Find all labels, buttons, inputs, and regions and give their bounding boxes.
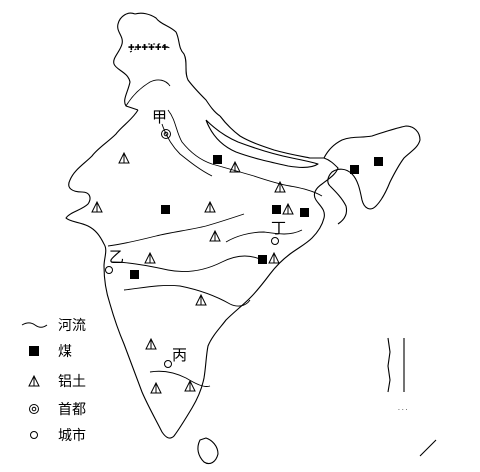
bauxite-marker [282, 202, 294, 215]
coal-marker [350, 165, 359, 174]
bauxite-marker [144, 251, 156, 264]
india-mainland-outline [65, 109, 339, 439]
nicobar-islands: · · · [398, 407, 408, 414]
bauxite-marker [150, 381, 162, 394]
coal-marker [130, 270, 139, 279]
himalaya-border [219, 115, 324, 159]
sri-lanka-outline [197, 437, 219, 465]
legend-capital-label: 首都 [58, 402, 86, 418]
bangladesh-edge [329, 185, 348, 225]
frame-line-bottom [419, 439, 437, 457]
bauxite-marker [229, 160, 241, 173]
river-krishna [123, 285, 251, 307]
legend-city-icon [30, 431, 38, 439]
bauxite-marker [274, 180, 286, 193]
coal-symbols [130, 155, 383, 279]
river-ganges [167, 109, 323, 197]
coal-marker [258, 255, 267, 264]
river-godavari [111, 255, 267, 273]
bauxite-marker [195, 293, 207, 306]
bauxite-marker [209, 229, 221, 242]
coal-marker [213, 155, 222, 164]
place-label-jia: 甲 [152, 108, 167, 126]
legend-bauxite-icon [28, 374, 40, 387]
river-kaveri [149, 370, 211, 387]
northeast-outline [323, 125, 421, 210]
city-marker [271, 237, 279, 245]
city-marker [105, 266, 113, 274]
legend-coal-icon [29, 346, 39, 356]
legend-coal-label: 煤 [58, 344, 72, 360]
legend-capital-icon [29, 404, 39, 414]
kashmir-east-outline [134, 12, 221, 117]
coal-marker [300, 208, 309, 217]
capital-marker [161, 129, 171, 139]
place-label-yi: 乙 [109, 248, 124, 266]
place-label-ding: 丁 [271, 219, 286, 237]
bauxite-symbols [91, 151, 294, 394]
legend-river-icon [21, 322, 48, 328]
coal-marker [161, 205, 170, 214]
coal-marker [374, 157, 383, 166]
river-yamuna [161, 123, 213, 177]
bauxite-marker [118, 151, 130, 164]
city-marker [164, 360, 172, 368]
northern-frontier-outline [113, 12, 139, 111]
legend-river-label: 河流 [58, 318, 86, 334]
river-narmada [107, 213, 245, 247]
place-label-bing: 丙 [172, 346, 187, 364]
coal-marker [272, 205, 281, 214]
andaman-islands [387, 337, 391, 393]
disputed-boundary-marks: ✚✚✚✚✚✚ [128, 43, 169, 52]
bauxite-marker [145, 337, 157, 350]
bauxite-marker [184, 379, 196, 392]
legend-city-label: 城市 [58, 427, 86, 444]
bauxite-marker [268, 251, 280, 264]
legend: 河流 煤 铝土 首都 城市 [21, 318, 86, 444]
bauxite-marker [91, 200, 103, 213]
river-indus-tributary [125, 79, 171, 107]
bauxite-marker [204, 200, 216, 213]
nepal-outline [205, 119, 319, 168]
river-mahanadi [225, 229, 303, 243]
legend-bauxite-label: 铝土 [58, 374, 86, 390]
